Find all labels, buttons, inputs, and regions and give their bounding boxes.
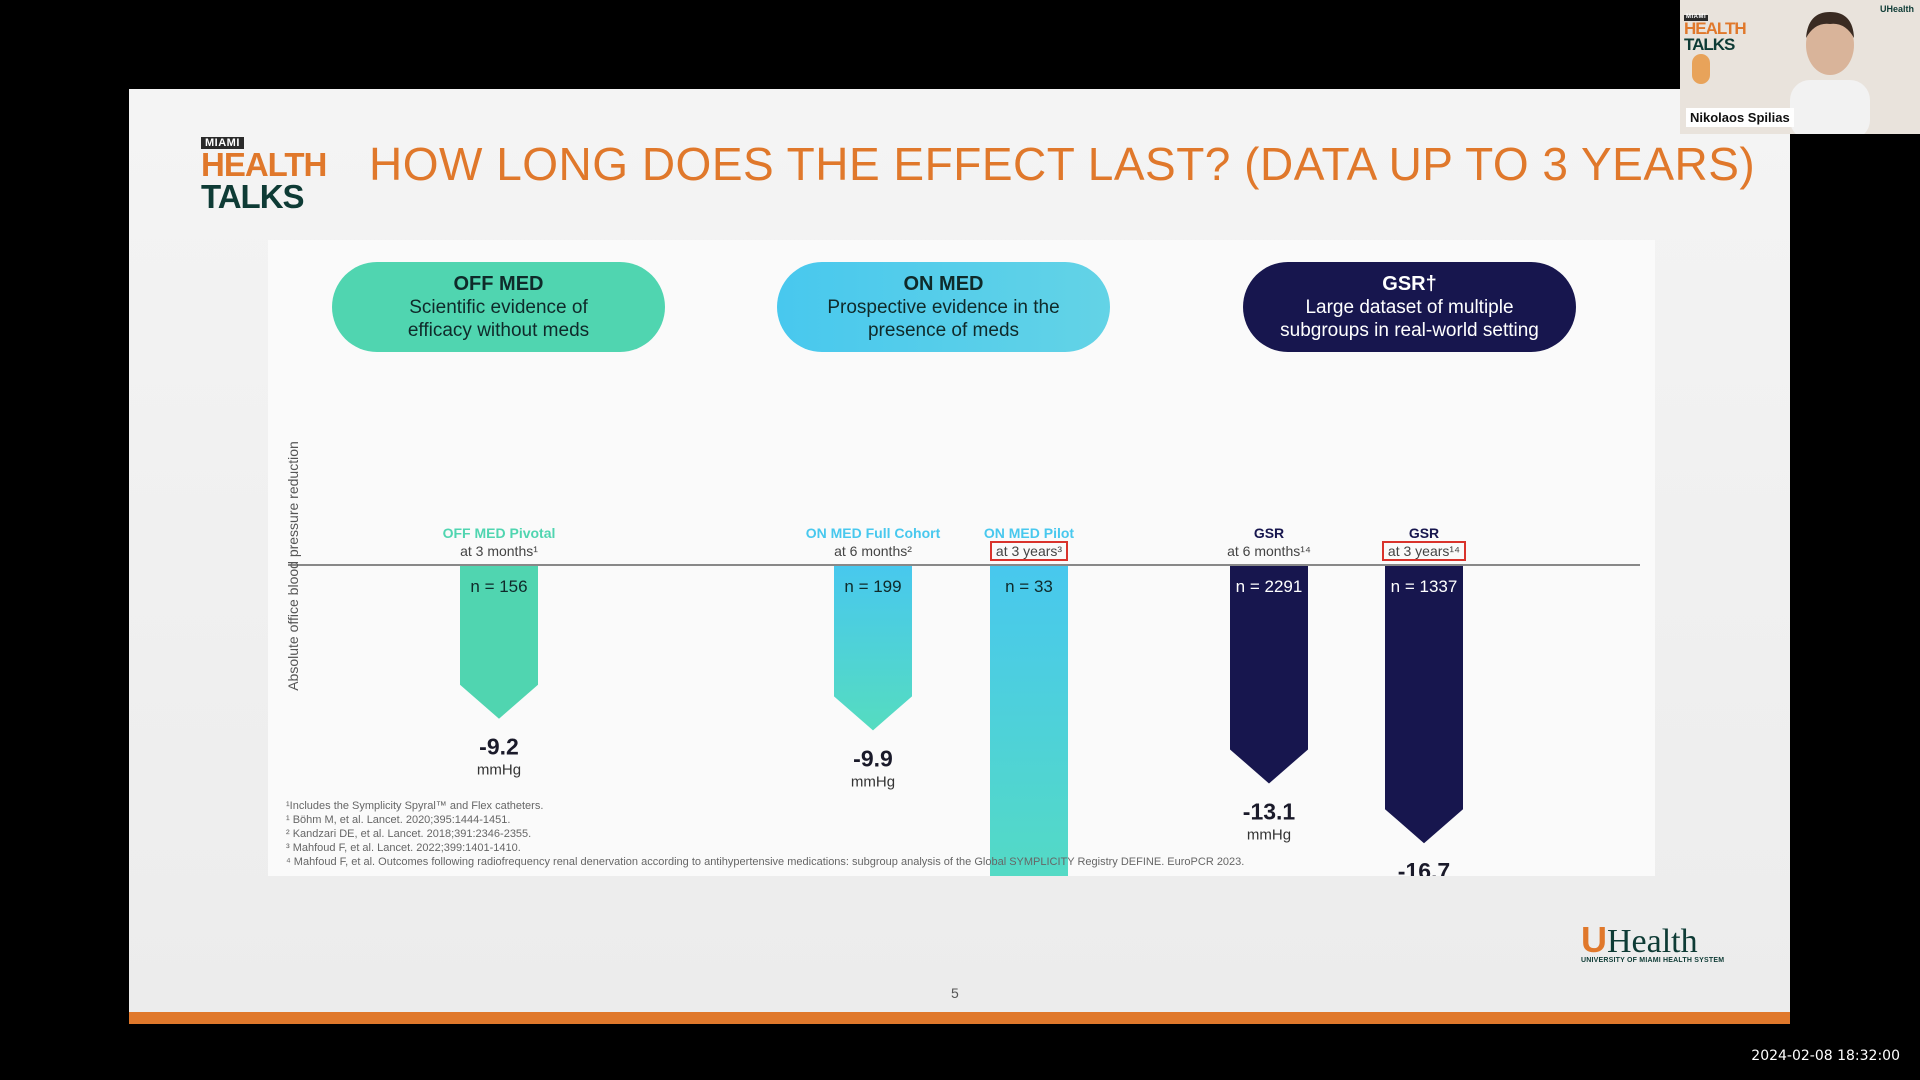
column-label: ON MED Pilot at 3 years³ [929,524,1129,561]
column-time: at 6 months¹⁴ [1227,543,1311,559]
chart-panel: OFF MED Scientific evidence of efficacy … [268,240,1655,876]
column-name: GSR [1253,525,1285,541]
column-time: at 3 months¹ [460,543,538,559]
value-label: -13.1 [1243,798,1296,824]
logo-talks: TALKS [201,177,305,215]
recording-timestamp: 2024-02-08 18:32:00 [1751,1048,1900,1064]
pill-line: presence of meds [867,319,1020,341]
uhealth-name: Health [1607,923,1698,960]
footnote: ¹ Böhm M, et al. Lancet. 2020;395:1444-1… [286,814,511,826]
on-med-pill: ON MED Prospective evidence in the prese… [777,262,1110,352]
column-label: GSR at 3 years¹⁴ [1324,524,1524,561]
n-label: n = 33 [1005,577,1053,596]
bar-arrow [1230,566,1308,784]
footnote: ¹Includes the Symplicity Spyral™ and Fle… [286,800,544,812]
uhealth-u: U [1581,919,1607,960]
logo-health: HEALTH [1684,19,1747,39]
speaker-video-tile[interactable]: MIAMI HEALTH TALKS UHealth Nikolaos Spil… [1680,0,1920,134]
pill-line: Prospective evidence in the [827,296,1060,318]
column-name: ON MED Full Cohort [805,525,941,541]
bar-arrow [990,566,1068,876]
n-label: n = 2291 [1236,577,1303,596]
column-name: ON MED Pilot [983,525,1075,541]
unit-label: mmHg [851,773,895,790]
column-name: OFF MED Pivotal [442,525,556,541]
column-name: GSR [1408,525,1440,541]
logo-miami: MIAMI [1684,14,1709,21]
gsr-pill: GSR† Large dataset of multiple subgroups… [1243,262,1576,352]
n-label: n = 199 [844,577,901,596]
value-label: -9.2 [479,734,519,760]
health-talks-logo: MIAMI HEALTH TALKS [201,134,327,215]
n-label: n = 1337 [1391,577,1458,596]
pill-line: Scientific evidence of [409,296,588,318]
footnote: ⁴ Mahfoud F, et al. Outcomes following r… [286,856,1245,868]
n-label: n = 156 [470,577,527,596]
presentation-slide: MIAMI HEALTH TALKS HOW LONG DOES THE EFF… [129,89,1790,1024]
logo-talks: TALKS [1684,35,1735,55]
slide-title: HOW LONG DOES THE EFFECT LAST? (DATA UP … [369,138,1756,190]
column-label: GSR at 6 months¹⁴ [1169,524,1369,560]
tile-uhealth-brand: UHealth [1879,4,1914,14]
value-label: -16.7 [1398,858,1450,876]
tile-health-talks-logo: MIAMI HEALTH TALKS [1684,6,1747,55]
column-time-highlight: at 3 years³ [989,541,1069,561]
column-time: at 6 months² [834,543,912,559]
bar-arrow [834,566,912,731]
logo-miami: MIAMI [201,137,244,150]
value-label: -9.9 [853,745,893,771]
pill-title: OFF MED [453,272,544,295]
bar-arrow [1385,566,1463,844]
page-number: 5 [951,985,959,1001]
column-label: ON MED Full Cohort at 6 months² [773,524,973,560]
microphone-icon [1692,54,1710,84]
unit-label: mmHg [1247,826,1291,843]
unit-label: mmHg [477,762,521,779]
baseline-axis [288,564,1640,566]
footnotes: ¹Includes the Symplicity Spyral™ and Fle… [286,799,1244,869]
pill-line: subgroups in real-world setting [1280,319,1539,341]
bar-arrow [460,566,538,719]
uhealth-logo: UHealth UNIVERSITY OF MIAMI HEALTH SYSTE… [1581,919,1724,964]
pill-title: ON MED [903,272,984,295]
speaker-name: Nikolaos Spilias [1686,108,1794,127]
pill-line: Large dataset of multiple [1305,296,1514,318]
pill-title: GSR† [1382,272,1437,295]
footnote: ³ Mahfoud F, et al. Lancet. 2022;399:140… [286,842,521,854]
slide-footer-bar [129,1012,1790,1024]
footnote: ² Kandzari DE, et al. Lancet. 2018;391:2… [286,828,532,840]
column-time-highlight: at 3 years¹⁴ [1381,541,1467,561]
logo-health: HEALTH [201,146,327,184]
speaker-avatar [1790,12,1870,134]
pill-line: efficacy without meds [407,319,590,341]
uhealth-subtitle: UNIVERSITY OF MIAMI HEALTH SYSTEM [1581,957,1725,964]
column-label: OFF MED Pivotal at 3 months¹ [399,524,599,560]
off-med-pill: OFF MED Scientific evidence of efficacy … [332,262,665,352]
